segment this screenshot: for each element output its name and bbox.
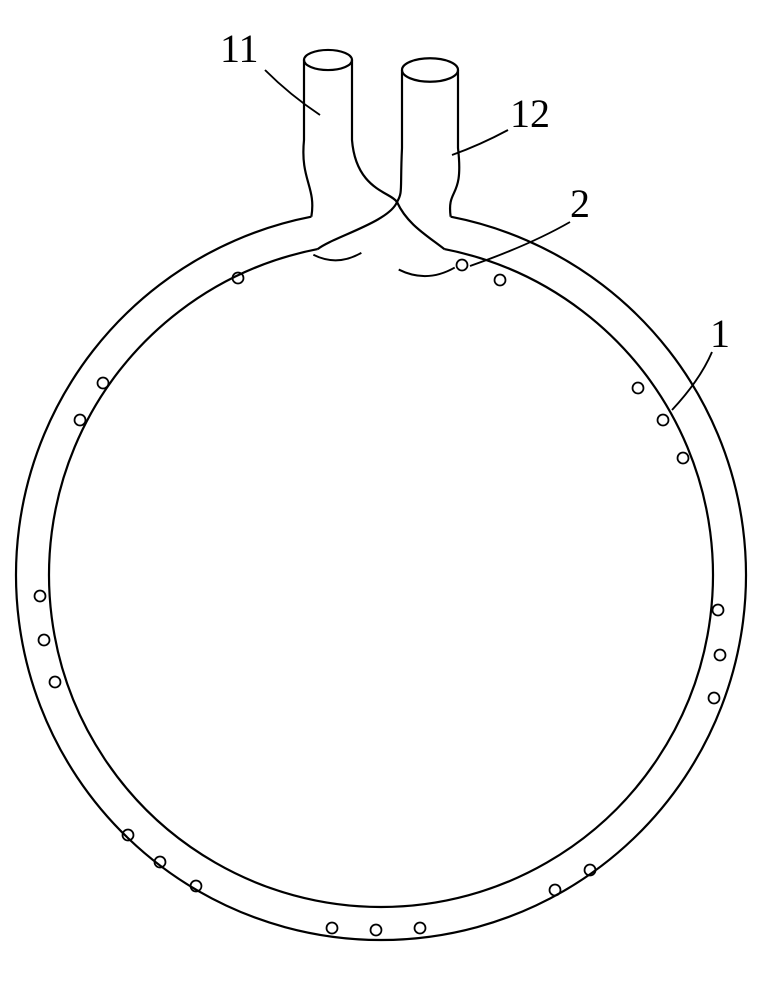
ring-inner-edge	[49, 249, 713, 907]
hole	[495, 275, 506, 286]
hole	[371, 925, 382, 936]
hole	[678, 453, 689, 464]
callout-label-1: 1	[710, 310, 730, 357]
left-tube-outer-wall	[303, 60, 312, 217]
callout-label-11: 11	[220, 25, 259, 72]
hole	[550, 885, 561, 896]
tube-seam	[313, 253, 361, 261]
right-tube-opening	[402, 58, 458, 82]
callout-label-12: 12	[510, 90, 550, 137]
hole	[327, 923, 338, 934]
hole	[39, 635, 50, 646]
ring-diagram-svg	[0, 0, 763, 1000]
hole	[98, 378, 109, 389]
junction-left-fillet	[318, 202, 397, 249]
hole	[709, 693, 720, 704]
hole	[457, 260, 468, 271]
figure-canvas: 11 12 2 1	[0, 0, 763, 1000]
callout-label-2: 2	[570, 180, 590, 227]
hole	[75, 415, 86, 426]
junction-right-fillet	[397, 202, 444, 249]
holes-group	[35, 260, 726, 936]
hole	[713, 605, 724, 616]
hole	[633, 383, 644, 394]
left-tube-opening	[304, 50, 352, 70]
left-tube-inner-wall	[352, 60, 397, 202]
tube-seam	[399, 268, 455, 277]
hole	[715, 650, 726, 661]
hole	[35, 591, 46, 602]
hole	[415, 923, 426, 934]
leader-line-12	[452, 130, 508, 155]
hole	[658, 415, 669, 426]
ring-outer-edge	[16, 217, 746, 940]
right-tube-inner-wall	[397, 70, 402, 202]
hole	[50, 677, 61, 688]
right-tube-outer-wall	[450, 70, 459, 217]
leader-line-11	[265, 70, 320, 115]
